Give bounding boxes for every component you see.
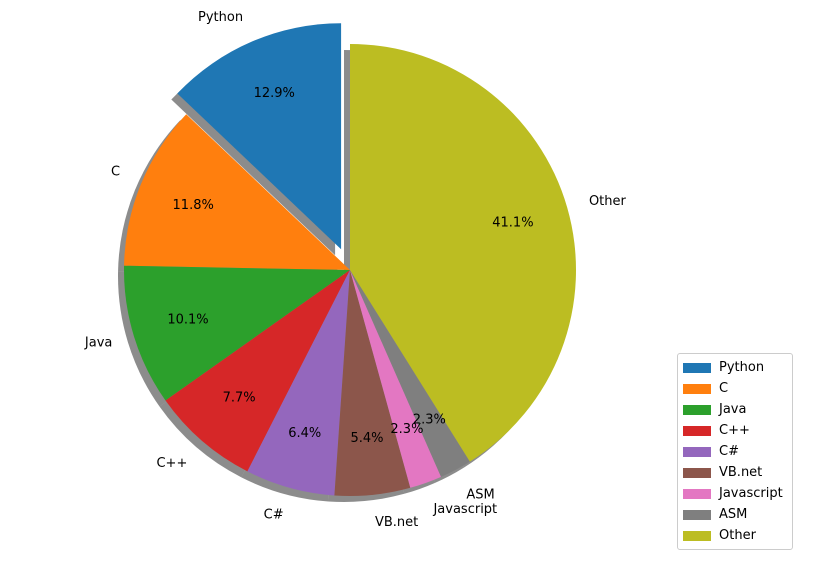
- percent-label-java: 10.1%: [167, 312, 208, 327]
- wedge-label-c: C: [111, 165, 120, 180]
- legend-label-asm: ASM: [719, 507, 748, 522]
- legend-item-python: Python: [678, 357, 792, 378]
- wedge-java: [124, 265, 350, 401]
- wedge-label-asm: ASM: [466, 488, 494, 503]
- percent-label-asm: 2.3%: [413, 412, 446, 427]
- legend-item-other: Other: [678, 525, 792, 546]
- legend-label-vbnet: VB.net: [719, 465, 763, 480]
- pie-wedges: [124, 23, 576, 496]
- wedge-csharp: [247, 270, 350, 496]
- legend-swatch-java: [683, 404, 711, 415]
- legend-label-javascript: Javascript: [719, 486, 783, 501]
- legend-item-vbnet: VB.net: [678, 462, 792, 483]
- percent-labels: 12.9% 11.8% 10.1% 7.7% 6.4% 5.4% 2.3%2.3% 41.1%: [167, 86, 533, 446]
- percent-label-csharp: 6.4%: [288, 426, 321, 441]
- legend-swatch-csharp: [683, 446, 711, 457]
- wedge-label-other: Other: [589, 194, 627, 209]
- legend-label-other: Other: [719, 528, 756, 543]
- legend-swatch-vbnet: [683, 467, 711, 478]
- legend-swatch-asm: [683, 509, 711, 520]
- wedge-label-javascript: Javascript: [432, 502, 497, 517]
- legend-label-cpp: C++: [719, 423, 750, 438]
- legend-item-c: C: [678, 378, 792, 399]
- wedge-javascript: [350, 270, 442, 488]
- legend-label-java: Java: [719, 402, 747, 417]
- legend-item-csharp: C#: [678, 441, 792, 462]
- wedge-label-vb-net: VB.net: [375, 515, 418, 530]
- legend-swatch-cpp: [683, 425, 711, 436]
- legend: Python C Java C++ C# VB.net Javascript A…: [677, 353, 793, 550]
- legend-label-c: C: [719, 381, 729, 396]
- percent-label-python: 12.9%: [254, 86, 295, 101]
- wedge-python: [177, 23, 342, 250]
- wedge-other: [350, 44, 576, 462]
- percent-label-other: 41.1%: [492, 216, 533, 231]
- percent-label-c: 11.8%: [173, 198, 214, 213]
- percent-label-javascript: 2.3%: [390, 422, 423, 437]
- legend-swatch-python: [683, 362, 711, 373]
- legend-item-javascript: Javascript: [678, 483, 792, 504]
- wedge-label-java: Java: [84, 336, 112, 351]
- wedge-cpp: [165, 270, 350, 472]
- wedge-label-python: Python: [198, 10, 243, 25]
- percent-label-cpp: 7.7%: [223, 391, 256, 406]
- percent-label-vb-net: 5.4%: [350, 431, 383, 446]
- wedge-vb-net: [334, 270, 411, 496]
- legend-item-asm: ASM: [678, 504, 792, 525]
- legend-item-java: Java: [678, 399, 792, 420]
- legend-item-cpp: C++: [678, 420, 792, 441]
- wedge-label-cpp: C++: [156, 456, 187, 471]
- wedge-c: [124, 114, 350, 270]
- wedge-asm: [350, 270, 470, 477]
- legend-label-python: Python: [719, 360, 765, 375]
- legend-swatch-javascript: [683, 488, 711, 499]
- legend-swatch-other: [683, 530, 711, 541]
- legend-label-csharp: C#: [719, 444, 739, 459]
- wedge-label-csharp: C#: [264, 507, 284, 522]
- legend-swatch-c: [683, 383, 711, 394]
